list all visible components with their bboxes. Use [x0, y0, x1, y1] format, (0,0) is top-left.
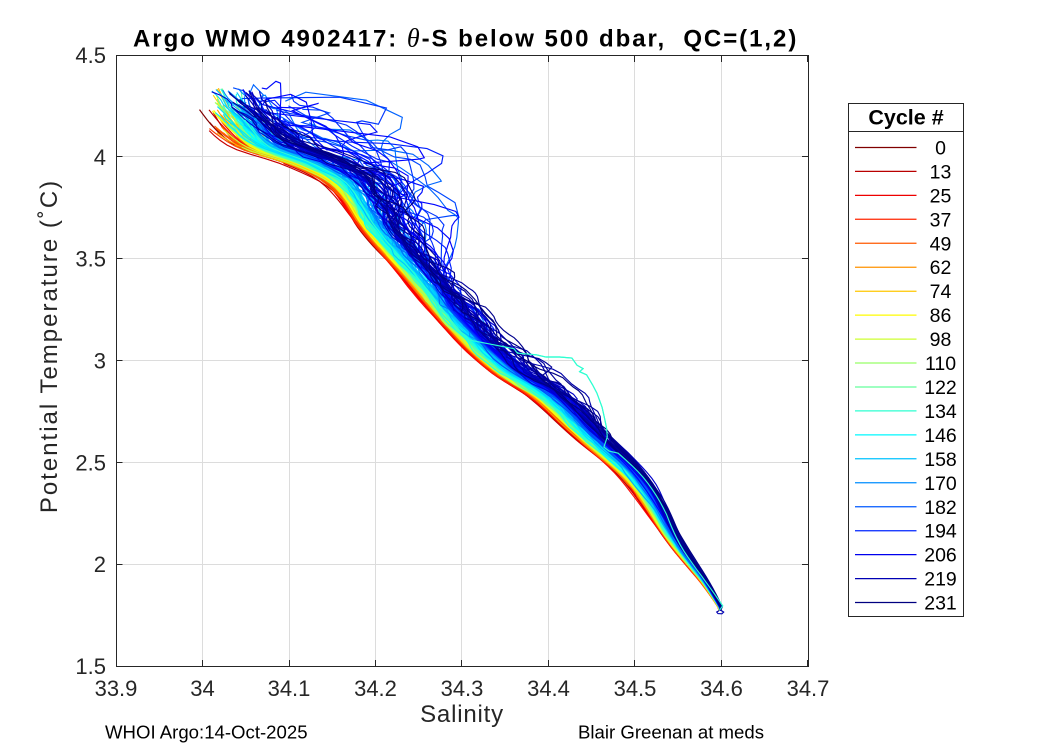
- svg-text:34.5: 34.5: [614, 676, 657, 701]
- svg-text:194: 194: [924, 521, 957, 543]
- svg-text:74: 74: [930, 281, 952, 303]
- svg-text:158: 158: [924, 449, 957, 471]
- svg-text:3: 3: [94, 349, 106, 374]
- svg-text:25: 25: [930, 185, 952, 207]
- svg-text:34.7: 34.7: [787, 676, 830, 701]
- svg-text:3.5: 3.5: [75, 247, 106, 272]
- svg-text:34: 34: [190, 676, 214, 701]
- svg-text:182: 182: [924, 497, 957, 519]
- svg-text:34.1: 34.1: [268, 676, 311, 701]
- svg-text:2.5: 2.5: [75, 450, 106, 475]
- svg-text:13: 13: [930, 161, 952, 183]
- svg-text:34.6: 34.6: [700, 676, 743, 701]
- svg-text:219: 219: [924, 569, 957, 591]
- svg-text:122: 122: [924, 377, 957, 399]
- svg-text:110: 110: [925, 353, 956, 375]
- svg-text:4: 4: [94, 145, 106, 170]
- svg-text:86: 86: [930, 305, 952, 327]
- svg-text:33.9: 33.9: [95, 676, 138, 701]
- svg-text:4.5: 4.5: [75, 43, 106, 68]
- svg-text:34.3: 34.3: [441, 676, 484, 701]
- svg-text:Salinity: Salinity: [420, 701, 504, 728]
- svg-text:34.4: 34.4: [527, 676, 570, 701]
- svg-text:206: 206: [924, 545, 957, 567]
- svg-text:Argo WMO 4902417: θ-S below 50: Argo WMO 4902417: θ-S below 500 dbar, QC…: [133, 24, 798, 53]
- svg-text:134: 134: [924, 401, 957, 423]
- svg-text:62: 62: [930, 257, 952, 279]
- svg-text:WHOI Argo:14-Oct-2025: WHOI Argo:14-Oct-2025: [105, 722, 308, 743]
- svg-text:49: 49: [930, 233, 952, 255]
- svg-text:2: 2: [94, 552, 106, 577]
- svg-text:34.2: 34.2: [354, 676, 397, 701]
- svg-text:Blair Greenan at meds: Blair Greenan at meds: [578, 722, 764, 743]
- svg-text:231: 231: [924, 593, 957, 615]
- svg-text:1.5: 1.5: [75, 654, 106, 679]
- svg-text:170: 170: [924, 473, 957, 495]
- svg-text:98: 98: [930, 329, 952, 351]
- svg-text:Cycle #: Cycle #: [868, 106, 943, 130]
- svg-text:Potential Temperature (˚C): Potential Temperature (˚C): [36, 179, 63, 513]
- svg-text:146: 146: [924, 425, 957, 447]
- svg-text:0: 0: [935, 138, 946, 160]
- svg-text:37: 37: [930, 209, 952, 231]
